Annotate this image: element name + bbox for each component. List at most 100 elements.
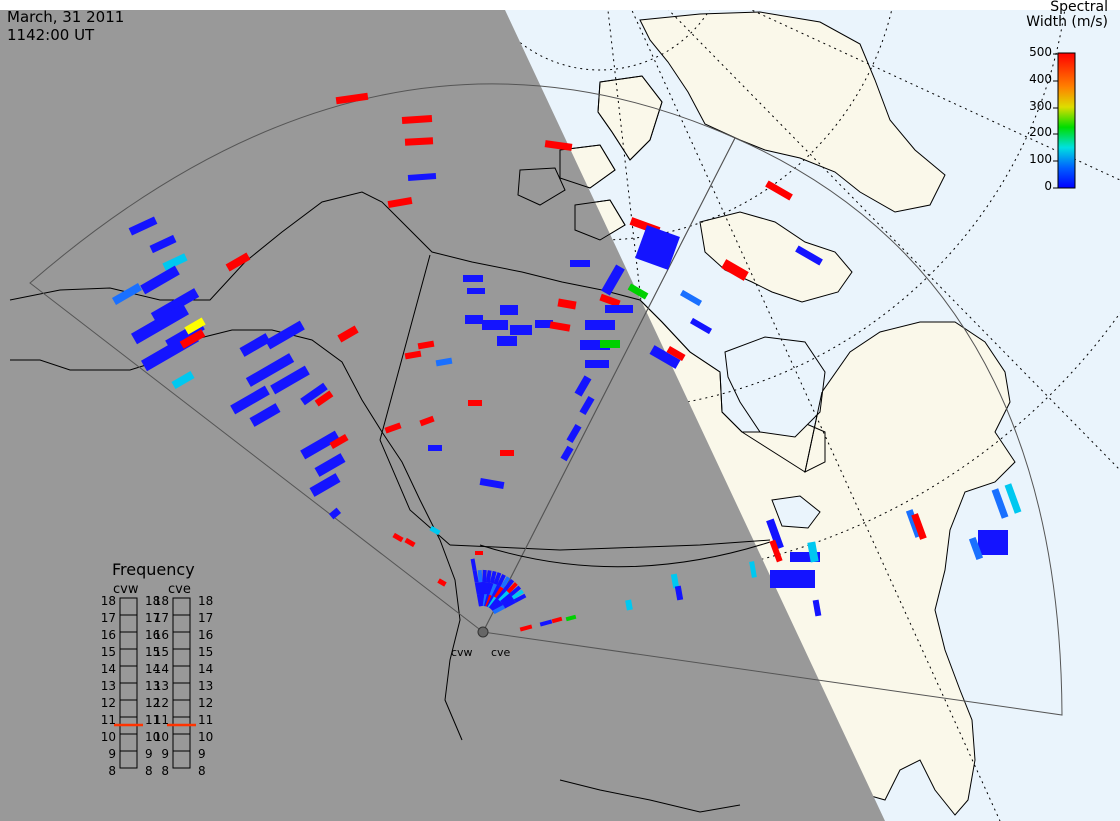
backscatter-cell (239, 333, 271, 357)
backscatter-cell (560, 445, 574, 462)
backscatter-cell (769, 539, 783, 563)
backscatter-cell (491, 584, 501, 598)
backscatter-cell (435, 357, 453, 367)
backscatter-cell (503, 578, 515, 591)
colorbar-tick-label: 0 (1044, 179, 1052, 193)
backscatter-layer (112, 92, 1022, 632)
backscatter-cell (417, 340, 435, 350)
backscatter-cell (492, 604, 506, 615)
backscatter-cell (225, 252, 251, 272)
backscatter-cell (627, 283, 649, 300)
frequency-level-label: 9 (145, 747, 153, 761)
frequency-level-label: 14 (198, 662, 214, 676)
backscatter-cell (605, 305, 633, 313)
frequency-level-label: 17 (100, 611, 116, 625)
frequency-radar-label: cvw (113, 582, 139, 597)
backscatter-cell (149, 234, 177, 254)
backscatter-cell (513, 593, 527, 603)
colorbar-tick-label: 100 (1029, 152, 1052, 166)
backscatter-cell (500, 450, 514, 456)
time-label: 1142:00 UT (7, 26, 95, 44)
frequency-level-label: 15 (198, 645, 214, 659)
backscatter-cell (300, 382, 328, 406)
backscatter-cell (140, 265, 180, 295)
backscatter-cell (249, 403, 281, 427)
colorbar-tick-marks (1053, 53, 1058, 189)
frequency-level-label: 14 (153, 662, 169, 676)
backscatter-cell (790, 552, 820, 562)
frequency-level-label: 12 (145, 696, 161, 710)
frequency-level-label: 16 (100, 628, 116, 642)
backscatter-cell (337, 325, 359, 343)
fov-cvw (29, 83, 736, 633)
backscatter-cell (511, 589, 524, 600)
frequency-radar-label: cve (168, 582, 191, 597)
backscatter-cell (1004, 483, 1022, 514)
backscatter-cell (585, 320, 615, 330)
frequency-bars (119, 597, 191, 769)
backscatter-cell (689, 317, 713, 335)
backscatter-cell (162, 253, 188, 271)
frequency-level-label: 9 (161, 747, 169, 761)
backscatter-cell (482, 569, 487, 583)
backscatter-cell (329, 433, 349, 450)
backscatter-cell (601, 264, 625, 296)
backscatter-cell (479, 477, 505, 490)
backscatter-cell (557, 298, 577, 310)
frequency-level-label: 11 (198, 713, 214, 727)
backscatter-cell (485, 570, 492, 583)
backscatter-cell (570, 260, 590, 267)
backscatter-cell (419, 415, 435, 427)
backscatter-cell (721, 259, 749, 281)
backscatter-cell (497, 336, 517, 346)
backscatter-cell (635, 225, 680, 270)
backscatter-cell (649, 345, 681, 369)
backscatter-cell (407, 173, 437, 181)
frequency-level-label: 18 (145, 594, 161, 608)
backscatter-cell (496, 588, 507, 601)
radar-fov (29, 83, 1063, 716)
backscatter-cell (496, 574, 506, 587)
backscatter-cell (489, 583, 498, 597)
backscatter-cell (498, 590, 510, 603)
backscatter-cell (489, 570, 497, 584)
backscatter-cell (770, 570, 815, 588)
backscatter-cell (463, 275, 483, 282)
backscatter-cell (179, 329, 206, 349)
colorbar-tick-label: 500 (1029, 45, 1052, 59)
backscatter-cell (749, 561, 757, 578)
backscatter-cell (392, 532, 404, 543)
backscatter-cell (978, 530, 1008, 555)
frequency-level-label: 10 (145, 730, 161, 744)
frequency-level-label: 13 (198, 679, 214, 693)
backscatter-cell (468, 400, 482, 406)
backscatter-cell (401, 114, 433, 125)
backscatter-cell (300, 430, 340, 460)
frequency-level-label: 14 (145, 662, 161, 676)
backscatter-cell (309, 473, 341, 497)
backscatter-cell (437, 578, 447, 587)
backscatter-cell (500, 593, 512, 605)
backscatter-cell (475, 551, 483, 555)
backscatter-cell (679, 289, 703, 307)
backscatter-cell (911, 513, 927, 540)
backscatter-cell (150, 288, 200, 322)
backscatter-cell (230, 385, 270, 415)
backscatter-cell (539, 619, 553, 627)
backscatter-cell (991, 488, 1009, 519)
backscatter-cell (509, 585, 522, 597)
backscatter-cell (112, 283, 142, 305)
backscatter-cell (384, 422, 402, 434)
backscatter-cell (404, 137, 434, 146)
backscatter-cell (486, 582, 494, 596)
frequency-level-label: 14 (100, 662, 116, 676)
backscatter-cell (387, 196, 413, 209)
backscatter-cell (765, 180, 793, 201)
frequency-level-label: 13 (153, 679, 169, 693)
backscatter-cell (171, 371, 195, 389)
radar-label-cvw: cvw (451, 646, 473, 659)
backscatter-cell (565, 614, 577, 622)
backscatter-cell (328, 507, 342, 520)
backscatter-cell (314, 453, 346, 477)
